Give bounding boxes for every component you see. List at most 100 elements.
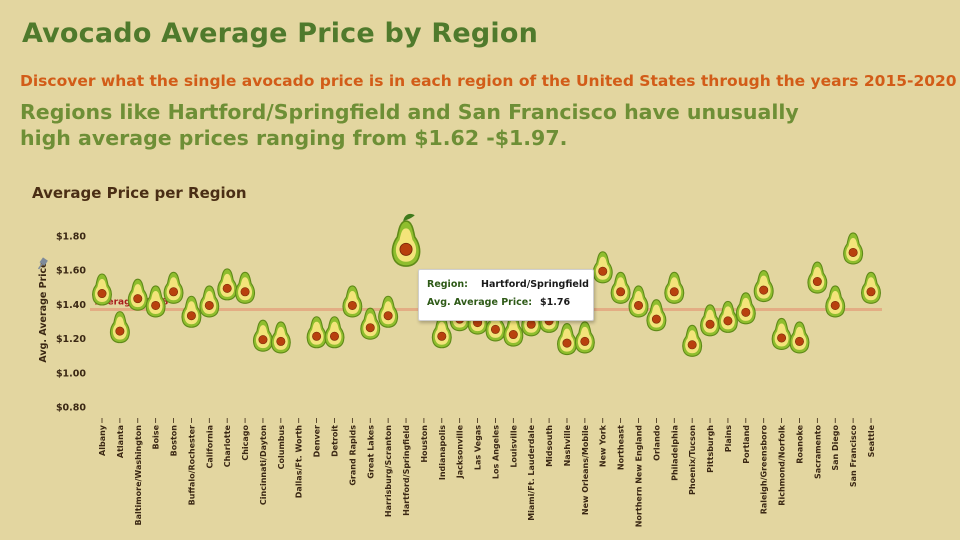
avocado-point[interactable] [718,300,738,333]
tooltip-price-label: Avg. Average Price: [427,297,532,308]
x-tick-label: Orlando [652,425,661,461]
avocado-point[interactable] [217,268,238,301]
avocado-point[interactable] [628,285,649,318]
x-tick-label: Richmond/Norfolk [778,424,787,505]
x-tick-label: Midsouth [545,425,554,467]
x-tick-label: Columbus [277,425,286,470]
avocado-point[interactable] [92,273,112,306]
avocado-point[interactable] [592,251,613,284]
avocado-point[interactable] [682,324,703,357]
avocado-point[interactable] [700,304,720,337]
x-tick-label: Chicago [241,424,250,460]
avocado-point[interactable] [557,323,577,356]
tooltip: Region: Hartford/Springfield Avg. Average… [418,269,594,321]
avocado-point[interactable] [342,285,363,318]
x-tick-label: Northern New England [635,425,644,528]
x-tick-label: Plains [724,425,733,452]
insight-headline: Regions like Hartford/Springfield and Sa… [20,100,799,150]
y-axis: $0.80 $1.00 $1.20 $1.40 $1.60 $1.80 [56,232,86,414]
x-tick-label: Buffalo/Rochester [187,425,196,505]
x-tick-label: New Orleans/Mobile [581,424,590,515]
avocado-point[interactable] [574,321,595,354]
x-tick-label: Houston [420,425,429,463]
x-tick-label: Phoenix/Tucson [688,425,697,495]
avocado-point[interactable] [753,270,774,303]
avocado-point[interactable] [360,307,381,340]
x-tick-label: Roanoke [795,424,804,463]
x-tick-label: Pittsburgh [706,425,715,473]
x-tick-label: Los Angeles [491,425,500,479]
x-tick-label: California [205,425,214,469]
avocado-point[interactable] [664,271,685,304]
avocado-point[interactable] [503,314,524,347]
avocado-point[interactable] [646,299,667,332]
avocado-point[interactable] [843,232,864,265]
y-tick-label: $0.80 [56,403,86,414]
x-tick-label: Harrisburg/Scranton [384,425,393,517]
avocado-point[interactable] [163,271,184,304]
x-tick-label: Jacksonville [456,424,465,479]
avocado-point[interactable] [610,271,631,304]
x-tick-label: Grand Rapids [348,425,357,486]
y-tick-label: $1.00 [56,368,86,379]
y-axis-title: Avg. Average Price [38,261,49,362]
x-tick-label: Indianapolis [438,425,447,480]
avocado-point[interactable] [789,321,810,354]
avocado-point[interactable] [391,213,421,267]
avocado-point[interactable] [324,316,345,349]
avocado-point[interactable] [825,285,846,318]
avocado-point[interactable] [253,319,273,352]
avocado-point[interactable] [199,285,220,318]
x-tick-label: Philadelphia [670,425,679,481]
x-tick-label: Boise [152,424,161,449]
avocado-point[interactable] [771,317,792,351]
avocado-point[interactable] [145,285,166,318]
x-tick-label: Portland [742,425,751,464]
x-tick-label: Miami/Ft. Lauderdale [527,424,536,520]
x-tick-label: Northeast [617,425,626,470]
x-tick-label: Boston [170,425,179,457]
x-tick-label: Sacramento [813,425,822,480]
tooltip-region-label: Region: [427,279,468,290]
x-tick-label: Las Vegas [474,425,483,470]
x-tick-label: Albany [98,424,107,456]
avocado-point[interactable] [306,316,327,349]
avocado-point[interactable] [235,271,255,304]
avocado-point[interactable] [807,261,828,294]
avocado-point[interactable] [127,278,148,311]
x-axis: Albany Atlanta Baltimore/Washington Boise Bo… [98,418,876,527]
x-tick-label: San Francisco [849,425,858,488]
x-tick-label: Louisville [509,424,518,467]
y-tick-label: $1.40 [56,300,86,311]
tooltip-region-value: Hartford/Springfield [481,279,589,290]
x-tick-label: Baltimore/Washington [134,425,143,526]
x-tick-label: Denver [313,425,322,457]
x-tick-label: Charlotte [223,424,232,467]
x-tick-label: Raleigh/Greensboro [760,424,769,514]
x-tick-label: Cincinnati/Dayton [259,425,268,505]
x-tick-label: Nashville [563,424,572,466]
page-title: Avocado Average Price by Region [22,18,539,49]
x-tick-label: San Diego [831,424,840,470]
x-tick-label: Detroit [330,425,339,457]
y-tick-label: $1.20 [56,334,86,345]
x-tick-label: Great Lakes [366,425,375,479]
x-tick-label: Atlanta [116,425,125,458]
avocado-point[interactable] [378,295,399,328]
avocado-point[interactable] [270,321,291,354]
chart-title: Average Price per Region [32,184,247,202]
avocado-point[interactable] [735,292,756,325]
avocado-point[interactable] [861,271,881,304]
avocado-point[interactable] [109,311,130,344]
y-tick-label: $1.80 [56,232,86,243]
x-tick-label: Seattle [867,424,876,457]
pin-icon[interactable] [36,257,48,270]
avocado-point[interactable] [431,316,452,349]
tooltip-price-value: $1.76 [540,297,571,308]
avocado-point[interactable] [181,295,202,328]
page-subtitle: Discover what the single avocado price i… [20,72,957,90]
x-tick-label: Dallas/Ft. Worth [295,425,304,499]
x-tick-label: New York [599,424,608,467]
x-tick-label: Hartford/Springfield [402,425,411,516]
y-tick-label: $1.60 [56,266,86,277]
